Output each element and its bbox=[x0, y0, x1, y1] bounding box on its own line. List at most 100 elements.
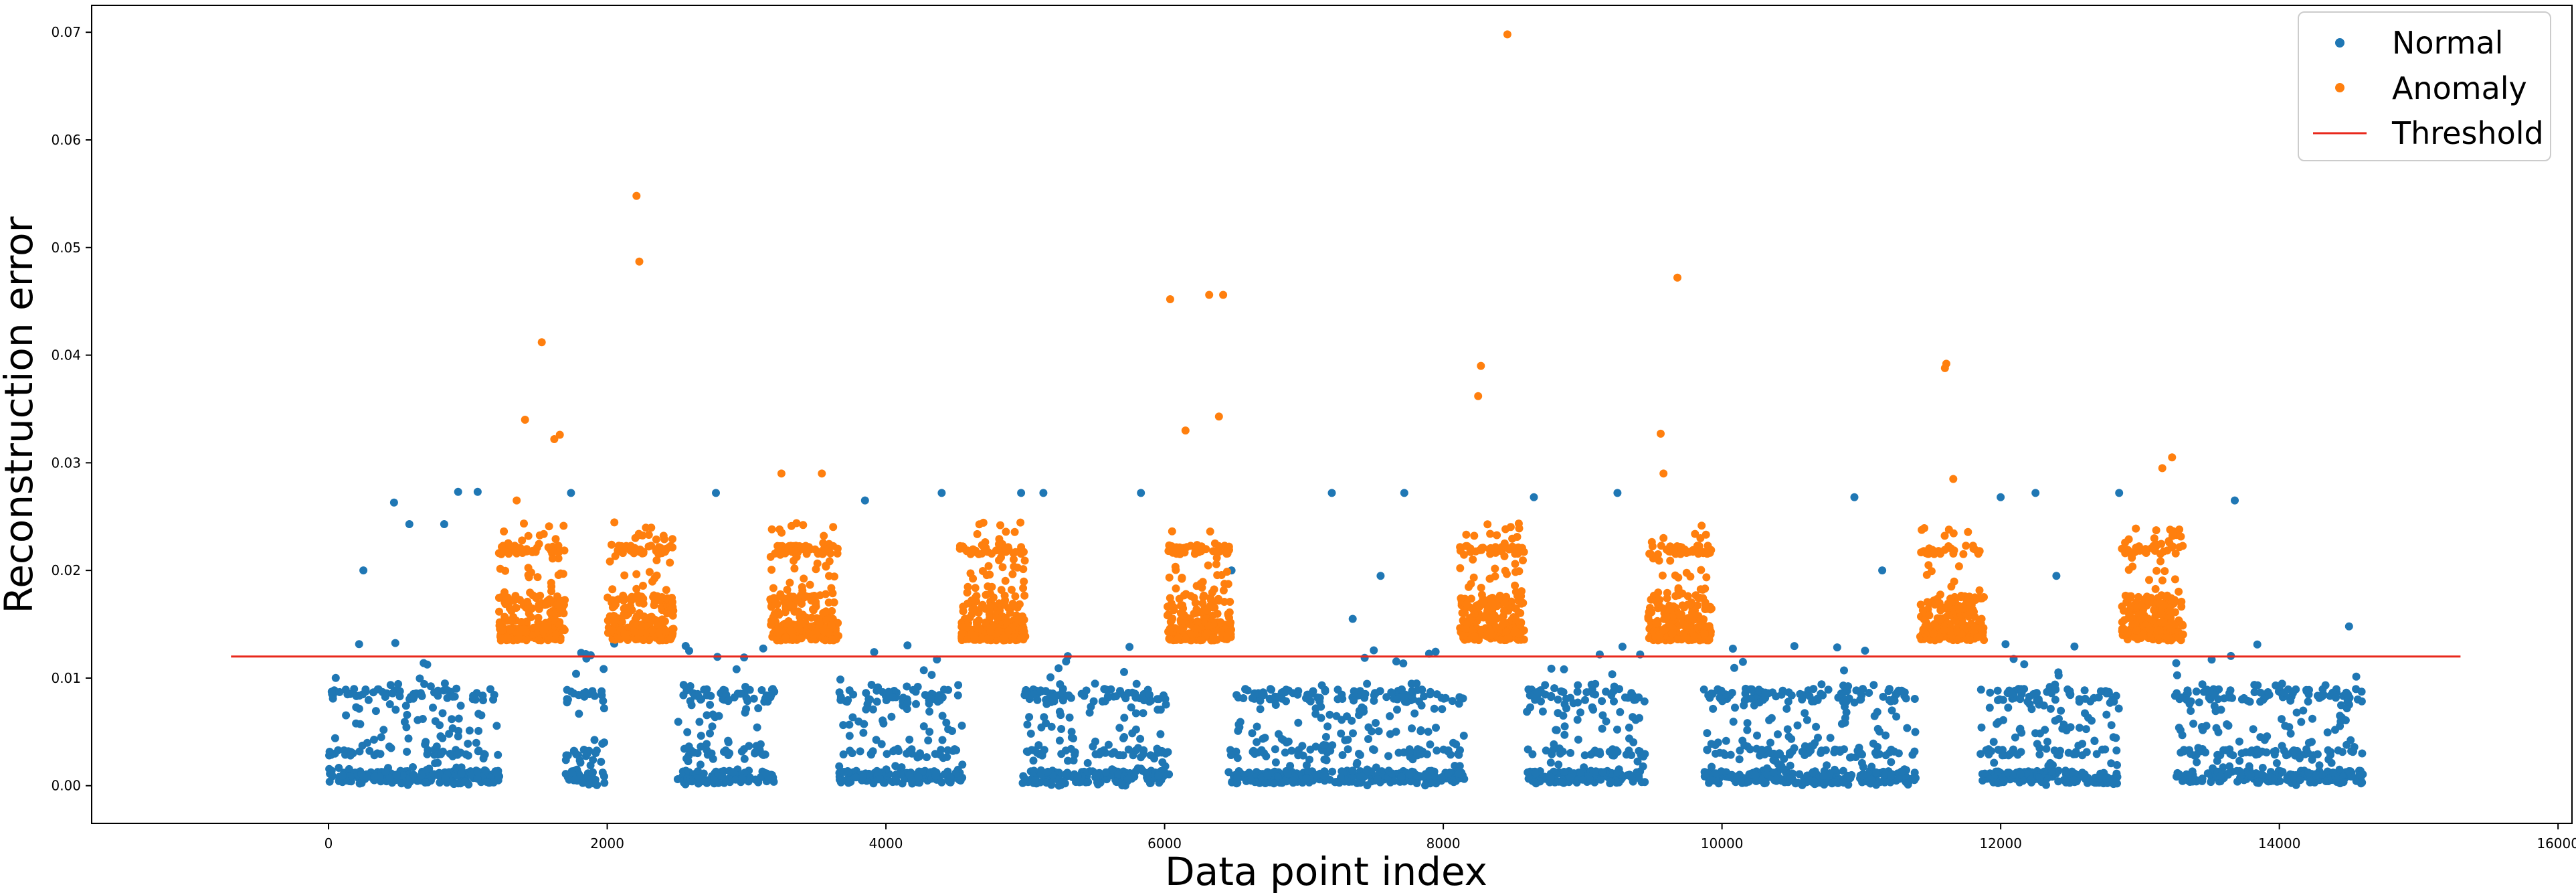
normal-point bbox=[2235, 737, 2243, 746]
normal-point bbox=[696, 760, 705, 769]
normal-point bbox=[1902, 694, 1910, 703]
anomaly-point bbox=[966, 569, 975, 578]
anomaly-point bbox=[976, 635, 984, 644]
normal-point bbox=[473, 767, 482, 775]
normal-point bbox=[1859, 771, 1867, 780]
normal-point bbox=[486, 685, 494, 694]
normal-point bbox=[2226, 686, 2235, 695]
normal-point bbox=[1910, 695, 1919, 703]
normal-point bbox=[1257, 746, 1266, 754]
normal-point bbox=[1433, 746, 1441, 755]
anomaly-point bbox=[622, 633, 630, 642]
normal-point bbox=[1640, 697, 1649, 706]
normal-point bbox=[1259, 690, 1267, 699]
normal-point bbox=[1408, 687, 1416, 696]
normal-point bbox=[1147, 696, 1156, 705]
anomaly-point bbox=[651, 616, 660, 625]
normal-point bbox=[1364, 735, 1372, 743]
normal-point bbox=[392, 770, 401, 779]
normal-point bbox=[1717, 686, 1726, 695]
normal-point bbox=[1881, 731, 1890, 740]
normal-point bbox=[437, 750, 445, 758]
anomaly-point bbox=[652, 535, 660, 544]
normal-point bbox=[1833, 643, 1841, 652]
normal-point bbox=[846, 746, 854, 755]
normal-point bbox=[688, 777, 697, 786]
normal-point bbox=[1598, 697, 1606, 706]
normal-point bbox=[448, 692, 457, 701]
anomaly-point bbox=[1489, 600, 1497, 608]
normal-point bbox=[953, 691, 962, 700]
normal-outlier-point bbox=[567, 489, 575, 497]
normal-point bbox=[590, 736, 599, 744]
normal-point bbox=[478, 691, 487, 700]
normal-point bbox=[1236, 718, 1245, 726]
normal-point bbox=[1641, 778, 1649, 787]
normal-point bbox=[1784, 698, 1792, 706]
normal-point bbox=[1786, 761, 1795, 770]
anomaly-point bbox=[1197, 542, 1206, 551]
normal-point bbox=[1289, 776, 1297, 785]
normal-point bbox=[1023, 720, 1032, 729]
normal-point bbox=[1730, 663, 1738, 672]
normal-point bbox=[872, 698, 881, 706]
normal-point bbox=[1256, 705, 1265, 714]
normal-point bbox=[1746, 694, 1755, 703]
anomaly-point bbox=[993, 614, 1002, 623]
normal-point bbox=[1613, 768, 1622, 777]
normal-point bbox=[585, 780, 593, 789]
anomaly-point bbox=[1666, 605, 1675, 614]
anomaly-point bbox=[515, 629, 523, 637]
normal-point bbox=[379, 726, 388, 734]
normal-point bbox=[1399, 659, 1408, 667]
normal-point bbox=[355, 704, 363, 713]
anomaly-point bbox=[1501, 566, 1509, 575]
normal-point bbox=[2020, 660, 2029, 669]
normal-point bbox=[1785, 748, 1794, 757]
normal-point bbox=[2187, 707, 2195, 715]
normal-point bbox=[593, 781, 602, 789]
normal-point bbox=[1162, 749, 1170, 758]
normal-point bbox=[1047, 722, 1056, 731]
normal-point bbox=[1817, 748, 1825, 757]
normal-point bbox=[1817, 680, 1826, 689]
normal-point bbox=[469, 691, 478, 700]
anomaly-point bbox=[1002, 527, 1010, 536]
anomaly-point bbox=[1224, 610, 1232, 619]
normal-point bbox=[1910, 773, 1918, 782]
normal-point bbox=[2069, 769, 2078, 778]
normal-point bbox=[1707, 689, 1716, 698]
normal-point bbox=[339, 771, 347, 780]
normal-point bbox=[1837, 689, 1845, 698]
normal-point bbox=[1712, 769, 1720, 778]
normal-point bbox=[1736, 746, 1744, 755]
normal-point bbox=[1374, 727, 1383, 736]
normal-point bbox=[1559, 688, 1568, 696]
normal-point bbox=[2195, 698, 2203, 707]
normal-point bbox=[1807, 742, 1815, 750]
normal-point bbox=[862, 705, 870, 714]
normal-point bbox=[1526, 691, 1534, 700]
normal-point bbox=[1839, 766, 1847, 775]
anomaly-point bbox=[1222, 568, 1231, 576]
normal-point bbox=[1030, 776, 1039, 784]
anomaly-point bbox=[1463, 600, 1471, 608]
anomaly-point bbox=[631, 615, 640, 624]
normal-point bbox=[2188, 776, 2196, 785]
normal-point bbox=[883, 750, 891, 758]
normal-point bbox=[912, 700, 920, 708]
normal-point bbox=[434, 758, 442, 767]
normal-point bbox=[1089, 742, 1097, 751]
normal-point bbox=[1454, 750, 1463, 758]
anomaly-point bbox=[819, 608, 828, 617]
normal-point bbox=[1831, 746, 1840, 754]
normal-point bbox=[903, 682, 911, 691]
normal-point bbox=[2288, 688, 2297, 697]
normal-point bbox=[2265, 690, 2274, 699]
normal-point bbox=[1139, 696, 1148, 705]
normal-point bbox=[1065, 713, 1074, 722]
normal-point bbox=[1127, 703, 1135, 712]
normal-point bbox=[1418, 685, 1427, 694]
normal-point bbox=[409, 770, 418, 779]
normal-point bbox=[423, 750, 432, 758]
